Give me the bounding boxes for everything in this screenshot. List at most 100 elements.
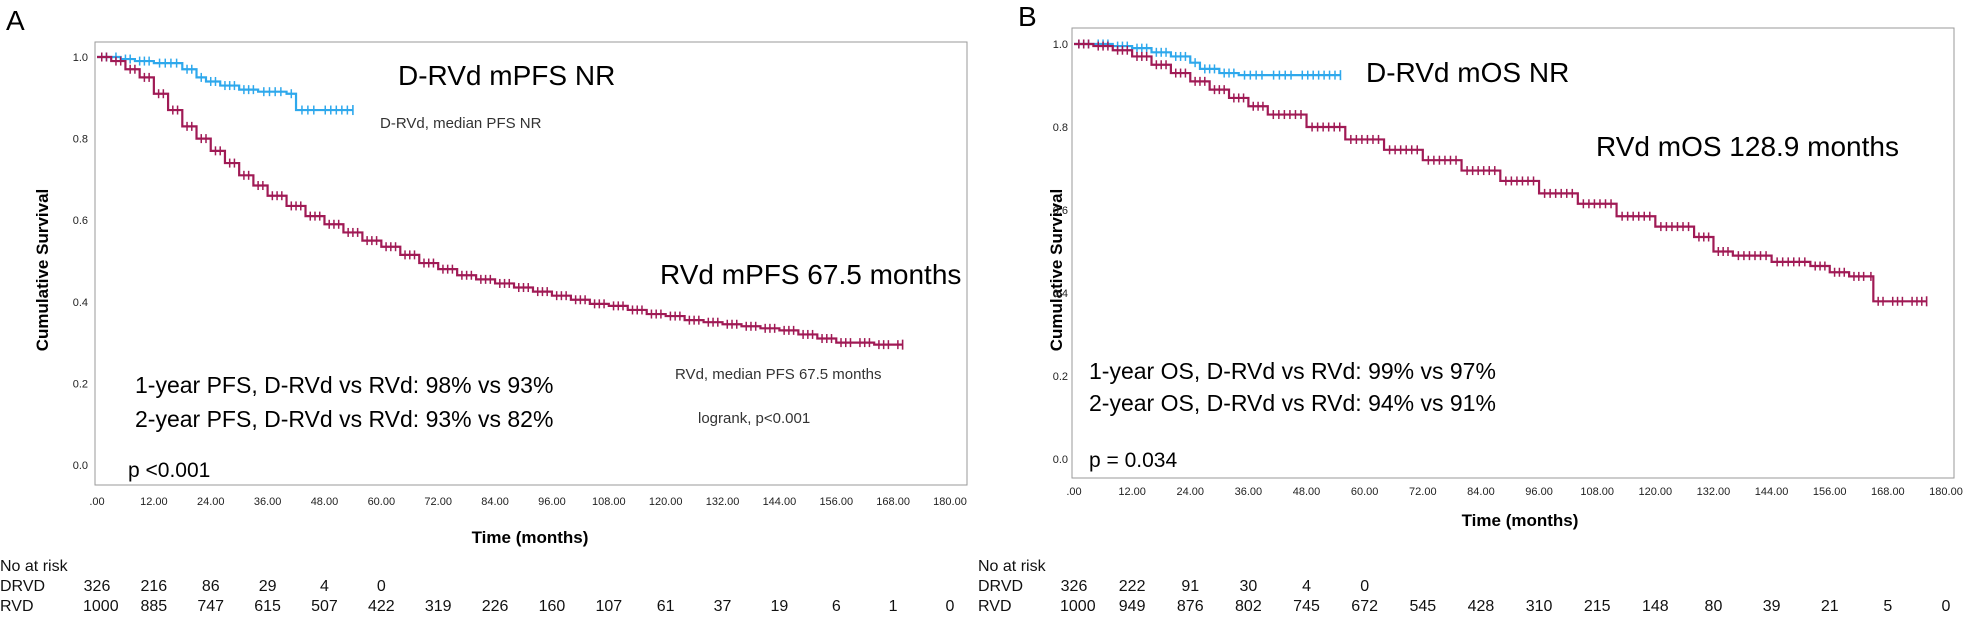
risk-row-label: RVD — [978, 598, 1012, 615]
x-tick-label: 60.00 — [368, 496, 396, 508]
x-tick-label: 120.00 — [1639, 486, 1673, 498]
risk-value: 107 — [595, 598, 623, 615]
risk-value: 21 — [1820, 598, 1839, 615]
panel-a-p-value: p <0.001 — [128, 459, 210, 482]
panel-b-two-year-os: 2-year OS, D-RVd vs RVd: 94% vs 91% — [1089, 390, 1496, 416]
x-tick-label: .00 — [89, 496, 104, 508]
panel-a: A Cumulative Survival Time (months) 0.00… — [6, 5, 968, 547]
risk-value: 160 — [538, 598, 566, 615]
risk-value: 310 — [1525, 598, 1553, 615]
panel-a-plot-frame — [94, 41, 968, 486]
panel-a-label: A — [6, 5, 25, 36]
risk-value: 0 — [1360, 578, 1370, 595]
risk-value: 0 — [376, 578, 386, 595]
series-line-rvd — [1074, 42, 1927, 303]
x-tick-label: 180.00 — [933, 496, 967, 508]
panel-a-two-year-pfs: 2-year PFS, D-RVd vs RVd: 93% vs 82% — [135, 406, 553, 432]
risk-value: 326 — [1060, 578, 1088, 595]
risk-value: 91 — [1181, 578, 1200, 595]
y-tick-label: 0.4 — [73, 297, 88, 309]
risk-value: 80 — [1704, 598, 1723, 615]
panel-a-x-ticks: .00 12.00 24.00 36.00 48.00 60.00 72.00 84.00 96… — [89, 496, 966, 508]
panel-a-drvd-legend: D-RVd, median PFS NR — [380, 115, 542, 132]
panel-a-x-axis-label: Time (months) — [472, 528, 589, 547]
panel-a-logrank: logrank, p<0.001 — [698, 410, 810, 427]
x-tick-label: 108.00 — [592, 496, 626, 508]
panel-a-one-year-pfs: 1-year PFS, D-RVd vs RVd: 98% vs 93% — [135, 372, 553, 398]
risk-value: 5 — [1883, 598, 1893, 615]
risk-header-label: No at risk — [978, 558, 1046, 575]
risk-value: 672 — [1351, 598, 1378, 615]
risk-value: 0 — [1941, 598, 1951, 615]
risk-value: 86 — [201, 578, 220, 595]
risk-value: 747 — [197, 598, 225, 615]
panel-b: B Cumulative Survival Time (months) 0.00… — [1018, 1, 1963, 530]
risk-value: 30 — [1239, 578, 1258, 595]
risk-value: 215 — [1583, 598, 1611, 615]
x-tick-label: 144.00 — [1755, 486, 1789, 498]
x-tick-label: .00 — [1066, 486, 1081, 498]
x-tick-label: 180.00 — [1929, 486, 1963, 498]
risk-value: 545 — [1409, 598, 1437, 615]
risk-value: 876 — [1176, 598, 1204, 615]
x-tick-label: 60.00 — [1351, 486, 1379, 498]
risk-value: 29 — [258, 578, 277, 595]
panel-a-y-ticks: 0.0 0.2 0.4 0.6 0.8 1.0 — [73, 52, 88, 472]
x-tick-label: 36.00 — [1235, 486, 1263, 498]
x-tick-label: 36.00 — [254, 496, 282, 508]
series-line-drvd — [97, 55, 353, 112]
risk-value: 37 — [713, 598, 732, 615]
risk-value: 226 — [481, 598, 509, 615]
risk-value: 802 — [1235, 598, 1262, 615]
x-tick-label: 24.00 — [1177, 486, 1205, 498]
risk-value: 1 — [888, 598, 898, 615]
x-tick-label: 132.00 — [1697, 486, 1731, 498]
x-tick-label: 84.00 — [1467, 486, 1495, 498]
panel-a-rvd-legend: RVd, median PFS 67.5 months — [675, 366, 882, 383]
risk-value: 319 — [424, 598, 452, 615]
series-line-drvd — [1074, 42, 1341, 77]
x-tick-label: 156.00 — [1813, 486, 1847, 498]
panel-b-rvd-median-annotation: RVd mOS 128.9 months — [1596, 131, 1899, 162]
x-tick-label: 156.00 — [819, 496, 853, 508]
risk-value: 19 — [770, 598, 789, 615]
risk-value: 949 — [1118, 598, 1146, 615]
risk-value: 61 — [656, 598, 675, 615]
x-tick-label: 72.00 — [1409, 486, 1437, 498]
risk-value: 615 — [254, 598, 281, 615]
x-tick-label: 168.00 — [876, 496, 910, 508]
x-tick-label: 84.00 — [481, 496, 509, 508]
panel-b-series — [1074, 39, 1928, 307]
risk-row-label: RVD — [0, 598, 34, 615]
panel-b-plot-frame — [1071, 27, 1955, 479]
panel-a-series — [97, 52, 904, 350]
y-tick-label: 0.0 — [1053, 454, 1068, 466]
risk-value: 148 — [1641, 598, 1669, 615]
panel-a-rvd-median-annotation: RVd mPFS 67.5 months — [660, 259, 961, 290]
panel-b-one-year-os: 1-year OS, D-RVd vs RVd: 99% vs 97% — [1089, 358, 1496, 384]
x-tick-label: 72.00 — [424, 496, 452, 508]
y-tick-label: 1.0 — [73, 52, 88, 64]
risk-value: 745 — [1293, 598, 1320, 615]
x-tick-label: 168.00 — [1871, 486, 1905, 498]
x-tick-label: 120.00 — [649, 496, 683, 508]
panel-a-drvd-median-annotation: D-RVd mPFS NR — [398, 60, 615, 91]
x-tick-label: 12.00 — [140, 496, 168, 508]
risk-value: 216 — [140, 578, 168, 595]
x-tick-label: 132.00 — [706, 496, 740, 508]
x-tick-label: 48.00 — [311, 496, 339, 508]
risk-value: 422 — [367, 598, 395, 615]
risk-value: 39 — [1762, 598, 1781, 615]
y-tick-label: 0.8 — [1053, 122, 1068, 134]
risk-value: 222 — [1118, 578, 1146, 595]
panel-b-x-ticks: .00 12.00 24.00 36.00 48.00 60.00 72.00 84.00 96… — [1066, 486, 1962, 498]
risk-value: 1000 — [83, 598, 119, 615]
risk-value: 885 — [140, 598, 168, 615]
y-tick-label: 1.0 — [1053, 39, 1068, 51]
panel-b-x-axis-label: Time (months) — [1462, 511, 1579, 530]
x-tick-label: 24.00 — [197, 496, 225, 508]
risk-value: 326 — [83, 578, 111, 595]
x-tick-label: 96.00 — [538, 496, 566, 508]
panel-b-label: B — [1018, 1, 1037, 32]
